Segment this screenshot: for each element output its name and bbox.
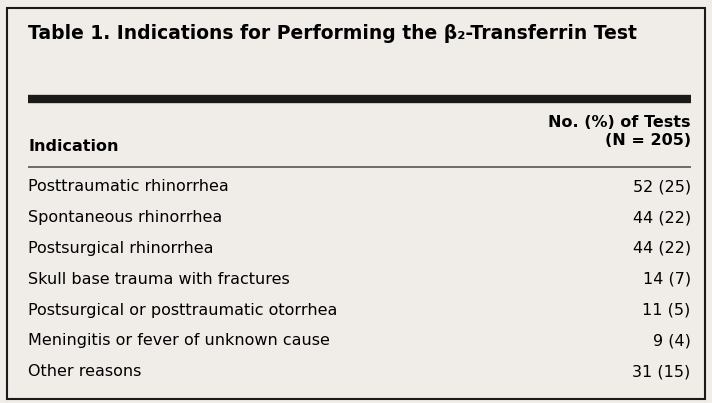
Text: Table 1. Indications for Performing the β₂-Transferrin Test: Table 1. Indications for Performing the … [28, 24, 637, 43]
Text: 11 (5): 11 (5) [642, 303, 691, 318]
Text: Posttraumatic rhinorrhea: Posttraumatic rhinorrhea [28, 179, 229, 194]
Text: 9 (4): 9 (4) [653, 333, 691, 348]
Text: 14 (7): 14 (7) [642, 272, 691, 287]
Text: 44 (22): 44 (22) [632, 210, 691, 225]
Text: Indication: Indication [28, 139, 119, 154]
Text: Spontaneous rhinorrhea: Spontaneous rhinorrhea [28, 210, 223, 225]
Text: Postsurgical rhinorrhea: Postsurgical rhinorrhea [28, 241, 214, 256]
Text: Skull base trauma with fractures: Skull base trauma with fractures [28, 272, 290, 287]
Text: Other reasons: Other reasons [28, 364, 142, 379]
Text: Meningitis or fever of unknown cause: Meningitis or fever of unknown cause [28, 333, 330, 348]
Text: 44 (22): 44 (22) [632, 241, 691, 256]
Text: 52 (25): 52 (25) [632, 179, 691, 194]
Text: No. (%) of Tests
(N = 205): No. (%) of Tests (N = 205) [548, 115, 691, 148]
Text: 31 (15): 31 (15) [632, 364, 691, 379]
Text: Postsurgical or posttraumatic otorrhea: Postsurgical or posttraumatic otorrhea [28, 303, 338, 318]
